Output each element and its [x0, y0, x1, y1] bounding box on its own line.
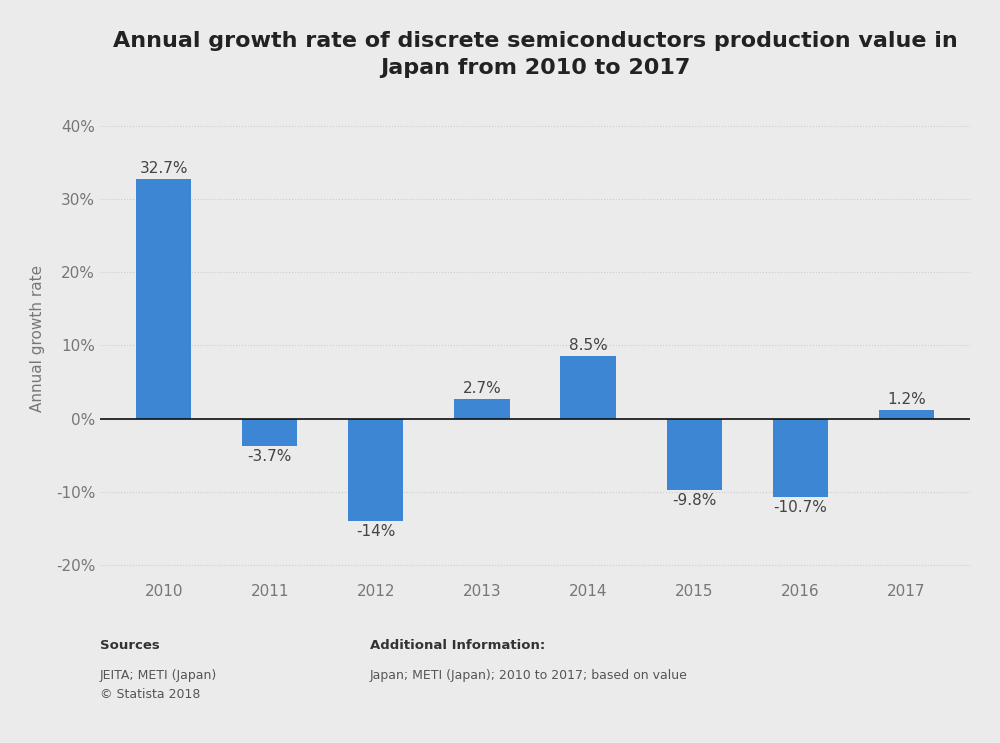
- Bar: [773, 418, 828, 497]
- Bar: [560, 357, 616, 418]
- Bar: [242, 418, 297, 446]
- Bar: [348, 418, 403, 521]
- Text: 1.2%: 1.2%: [887, 392, 926, 407]
- Text: -9.8%: -9.8%: [672, 493, 716, 508]
- Text: -14%: -14%: [356, 524, 396, 539]
- Bar: [136, 179, 191, 418]
- Text: Sources: Sources: [100, 639, 160, 652]
- Text: JEITA; METI (Japan)
© Statista 2018: JEITA; METI (Japan) © Statista 2018: [100, 669, 217, 701]
- Text: Japan; METI (Japan); 2010 to 2017; based on value: Japan; METI (Japan); 2010 to 2017; based…: [370, 669, 688, 681]
- Title: Annual growth rate of discrete semiconductors production value in
Japan from 201: Annual growth rate of discrete semicondu…: [113, 31, 957, 78]
- Text: 2.7%: 2.7%: [463, 381, 501, 396]
- Text: -10.7%: -10.7%: [773, 500, 827, 515]
- Text: 32.7%: 32.7%: [139, 161, 188, 176]
- Bar: [454, 399, 510, 418]
- Bar: [879, 410, 934, 418]
- Y-axis label: Annual growth rate: Annual growth rate: [30, 265, 45, 412]
- Text: 8.5%: 8.5%: [569, 338, 607, 354]
- Bar: [667, 418, 722, 490]
- Text: -3.7%: -3.7%: [248, 449, 292, 464]
- Text: Additional Information:: Additional Information:: [370, 639, 545, 652]
